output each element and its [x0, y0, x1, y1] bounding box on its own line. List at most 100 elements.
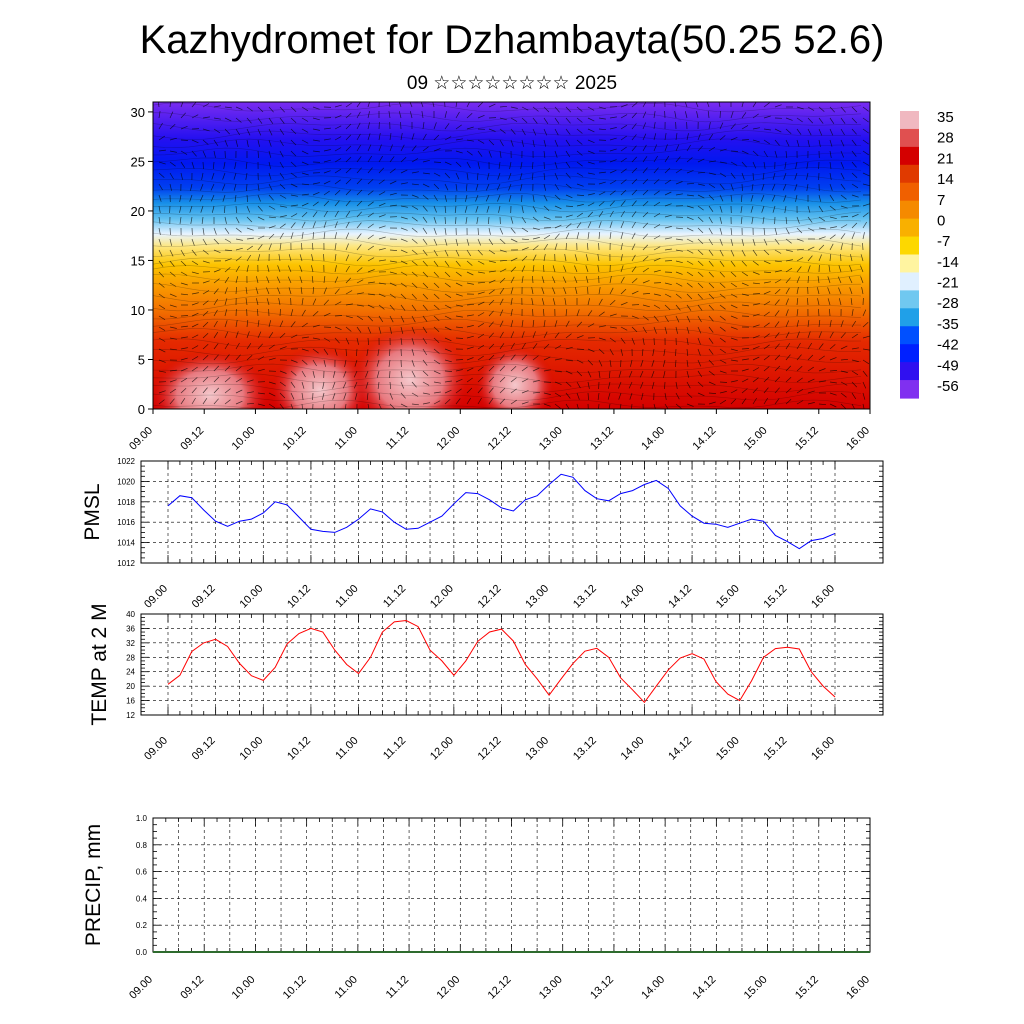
wind-vector [323, 253, 325, 262]
wind-vector [378, 202, 386, 207]
wind-vector [444, 271, 451, 278]
wind-vector [796, 238, 804, 242]
isoline [153, 346, 862, 357]
x-tick-label: 15.00 [742, 974, 770, 1002]
wind-vector [191, 114, 199, 119]
wind-vector [400, 169, 408, 174]
wind-vector [851, 139, 857, 146]
wind-vector [686, 381, 691, 389]
wind-vector [697, 315, 702, 323]
wind-vector [554, 106, 560, 113]
wind-vector [851, 183, 859, 189]
wind-vector [202, 344, 209, 350]
wind-vector [334, 301, 342, 306]
wind-vector [400, 315, 405, 323]
wind-vector [389, 326, 392, 334]
wind-vector [323, 210, 328, 218]
wind-vector [356, 337, 359, 345]
wind-vector [708, 282, 715, 289]
wind-vector [354, 392, 358, 400]
wind-vector [213, 117, 221, 120]
wind-vector [719, 391, 727, 394]
wind-vector [366, 392, 369, 401]
wind-vector [862, 359, 870, 365]
wind-vector [444, 136, 452, 141]
x-tick-label: 11.00 [333, 974, 360, 1001]
wind-vector [862, 172, 870, 177]
wind-vector [642, 280, 650, 284]
wind-vector [499, 268, 507, 273]
wind-vector [312, 182, 320, 185]
wind-vector [851, 309, 854, 317]
wind-vector [433, 381, 441, 384]
wind-vector [653, 201, 661, 207]
wind-vector [421, 111, 424, 119]
colorbar-swatch [900, 182, 919, 202]
wind-vector [246, 227, 254, 231]
wind-vector [367, 257, 375, 262]
wind-vector [180, 325, 188, 328]
wind-vector [466, 161, 471, 169]
wind-vector [378, 179, 385, 185]
wind-vector [279, 150, 284, 158]
wind-vector [334, 189, 341, 196]
wind-vector [829, 392, 837, 396]
wind-vector [433, 122, 437, 130]
wind-vector [521, 366, 528, 372]
wind-vector [378, 133, 381, 141]
wind-vector [444, 282, 451, 288]
x-tick-label: 11.12 [384, 974, 411, 1001]
wind-vector [334, 315, 343, 317]
wind-vector [466, 335, 474, 339]
wind-vector [488, 227, 491, 235]
wind-vector [642, 222, 649, 229]
wind-vector [719, 348, 726, 354]
wind-vector [433, 370, 441, 375]
wind-vector [785, 238, 792, 244]
wind-vector [576, 370, 583, 377]
wind-vector [521, 205, 524, 213]
wind-vector [862, 309, 867, 317]
wind-vector [444, 123, 450, 130]
wind-vector [840, 139, 845, 147]
wind-vector [795, 161, 798, 169]
axis-ticks [152, 817, 871, 953]
wind-vector [400, 227, 408, 231]
wind-vector [554, 358, 562, 361]
wind-vector [488, 299, 495, 306]
wind-vector [741, 293, 749, 296]
wind-vector [444, 194, 447, 202]
wind-vector [279, 243, 282, 251]
y-tick-label: 20 [131, 204, 145, 219]
wind-vector [532, 379, 540, 383]
wind-vector [268, 357, 276, 361]
wind-vector [631, 290, 639, 295]
wind-vector [763, 322, 770, 328]
wind-vector [730, 111, 734, 119]
wind-vector [367, 326, 372, 334]
wind-vector [169, 369, 177, 372]
x-tick-label: 09.12 [178, 974, 206, 1002]
wind-vector [631, 134, 637, 141]
wind-vector [532, 265, 535, 273]
wind-vector [664, 237, 672, 240]
wind-vector [675, 271, 683, 275]
wind-vector [411, 205, 419, 210]
x-tick-label: 16.00 [844, 425, 872, 453]
wind-vector [334, 221, 338, 229]
wind-vector [312, 337, 320, 340]
wind-vector [488, 289, 495, 295]
wind-vector [807, 205, 811, 213]
wind-vector [609, 326, 617, 329]
wind-vector [708, 401, 716, 405]
wind-vector [763, 115, 771, 119]
wind-vector [422, 348, 427, 356]
wind-vector [422, 172, 430, 175]
wind-vector [576, 348, 585, 350]
x-tick-label: 15.12 [793, 425, 821, 453]
wind-vector [587, 392, 589, 401]
wind-vector [365, 359, 369, 367]
wind-vector [653, 224, 661, 229]
wind-vector [411, 171, 419, 174]
wind-vector [664, 304, 671, 310]
